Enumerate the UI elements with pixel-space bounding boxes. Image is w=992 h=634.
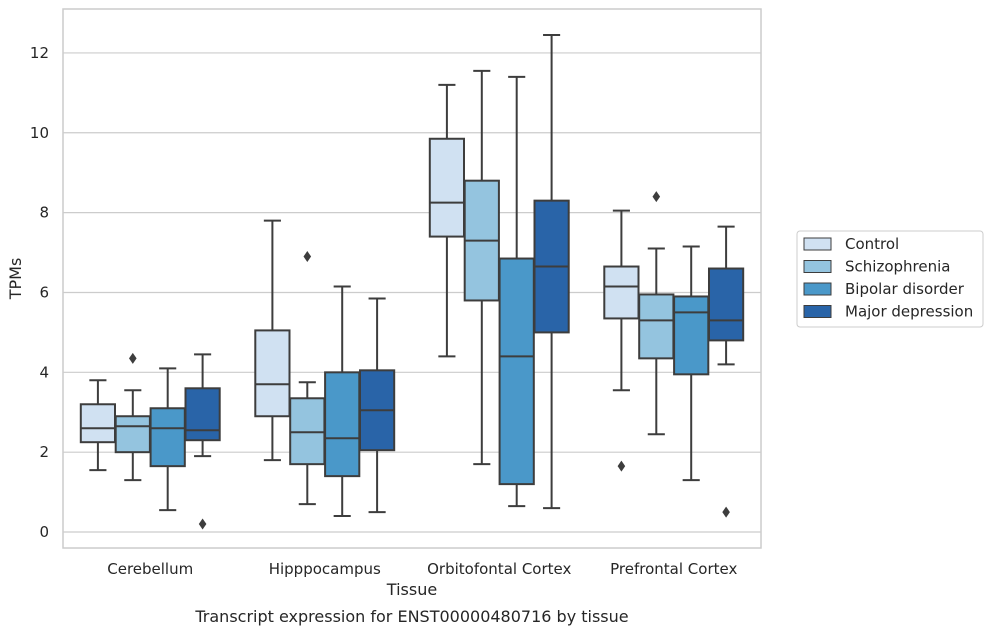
box-control [428, 83, 466, 358]
box-schizophrenia [289, 251, 326, 506]
y-tick-label: 0 [39, 523, 49, 541]
legend-label: Schizophrenia [845, 258, 950, 276]
y-tick-label: 4 [39, 363, 49, 381]
y-tick-label: 8 [39, 204, 49, 222]
y-tick-label: 6 [39, 283, 49, 301]
x-tick-label: Hipppocampus [269, 560, 381, 578]
x-tick-label: Orbitofontal Cortex [427, 560, 571, 578]
outlier-point [198, 518, 207, 530]
box-bipolar-disorder [149, 367, 186, 512]
box-plots [79, 33, 745, 530]
box-major-depression [358, 297, 396, 514]
legend-swatch [803, 260, 832, 273]
box-bipolar-disorder [673, 245, 710, 482]
box-schizophrenia [114, 352, 151, 482]
chart-caption: Transcript expression for ENST0000048071… [194, 607, 628, 626]
outlier-point [652, 191, 661, 203]
outlier-point [722, 506, 730, 518]
box-bipolar-disorder [324, 285, 361, 518]
box-control [254, 219, 291, 462]
box-major-depression [533, 33, 570, 510]
y-tick-label: 10 [30, 124, 49, 142]
y-tick-label: 2 [39, 443, 49, 461]
box-iqr [673, 295, 710, 376]
box-iqr [149, 407, 186, 468]
box-iqr [324, 371, 361, 478]
plot-frame [62, 8, 762, 549]
x-tick-label: Prefrontal Cortex [610, 560, 737, 578]
legend: Control Schizophrenia Bipolar disorder Majo… [796, 230, 984, 328]
box-iqr [114, 415, 151, 454]
box-bipolar-disorder [498, 75, 535, 508]
legend-swatch [803, 305, 832, 318]
box-control [79, 379, 117, 472]
box-schizophrenia [638, 191, 675, 436]
box-iqr [707, 267, 745, 342]
legend-frame [796, 230, 984, 328]
box-iqr [498, 257, 535, 486]
outlier-point [303, 251, 312, 263]
legend-label: Control [845, 235, 899, 253]
box-major-depression [184, 353, 221, 530]
box-schizophrenia [463, 69, 500, 466]
box-control [603, 209, 640, 472]
x-tick-labels: Cerebellum Hipppocampus Orbitofontal Corte… [107, 560, 737, 578]
y-tick-labels: 0 2 4 6 8 10 12 [30, 44, 49, 541]
y-tick-label: 12 [30, 44, 49, 62]
legend-swatch [803, 237, 832, 251]
box-iqr [79, 403, 117, 444]
box-iqr [184, 387, 221, 442]
legend-label: Major depression [845, 303, 973, 321]
box-iqr [254, 329, 291, 418]
box-major-depression [707, 225, 745, 518]
box-iqr [428, 137, 466, 238]
x-axis-label: Tissue [386, 580, 437, 599]
legend-label: Bipolar disorder [845, 280, 965, 298]
outlier-point [617, 460, 626, 472]
y-axis-label: TPMs [6, 258, 25, 301]
box-iqr [603, 265, 640, 320]
box-iqr [638, 293, 675, 360]
legend-swatch [803, 282, 832, 296]
outlier-point [129, 352, 137, 364]
x-tick-label: Cerebellum [107, 560, 193, 578]
